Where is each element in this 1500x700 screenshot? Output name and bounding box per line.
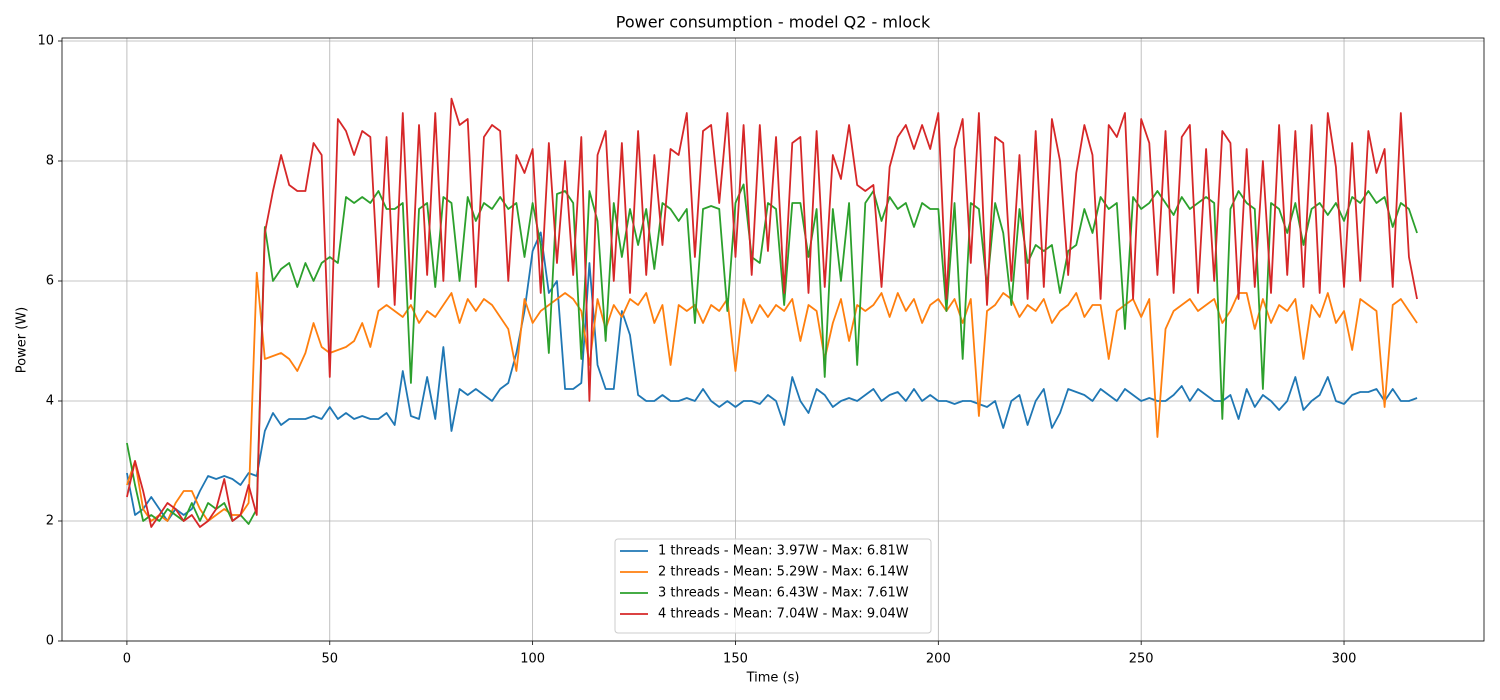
legend-label: 1 threads - Mean: 3.97W - Max: 6.81W [658,544,909,559]
legend-label: 3 threads - Mean: 6.43W - Max: 7.61W [658,586,909,601]
chart-title: Power consumption - model Q2 - mlock [616,13,931,32]
x-axis-label: Time (s) [746,671,800,686]
y-tick-label: 0 [46,634,54,649]
y-tick-label: 10 [37,34,54,49]
x-tick-label: 300 [1332,652,1357,667]
y-tick-label: 4 [46,394,54,409]
series-line [126,97,1418,528]
lines [126,97,1418,528]
y-tick-label: 6 [46,274,54,289]
legend-label: 4 threads - Mean: 7.04W - Max: 9.04W [658,607,909,622]
y-axis-label: Power (W) [15,307,30,373]
y-tick-label: 8 [46,154,54,169]
x-tick-label: 0 [123,652,131,667]
x-tick-label: 100 [520,652,545,667]
legend-box [614,538,932,634]
x-tick-label: 50 [321,652,338,667]
x-tick-label: 150 [723,652,748,667]
y-tick-label: 2 [46,514,54,529]
series-line [126,231,1418,522]
x-tick-label: 250 [1129,652,1154,667]
legend: 1 threads - Mean: 3.97W - Max: 6.81W 2 th… [614,538,932,634]
plot-frame [61,37,1485,642]
legend-label: 2 threads - Mean: 5.29W - Max: 6.14W [658,565,909,580]
series-line [126,271,1418,522]
x-tick-label: 200 [926,652,951,667]
